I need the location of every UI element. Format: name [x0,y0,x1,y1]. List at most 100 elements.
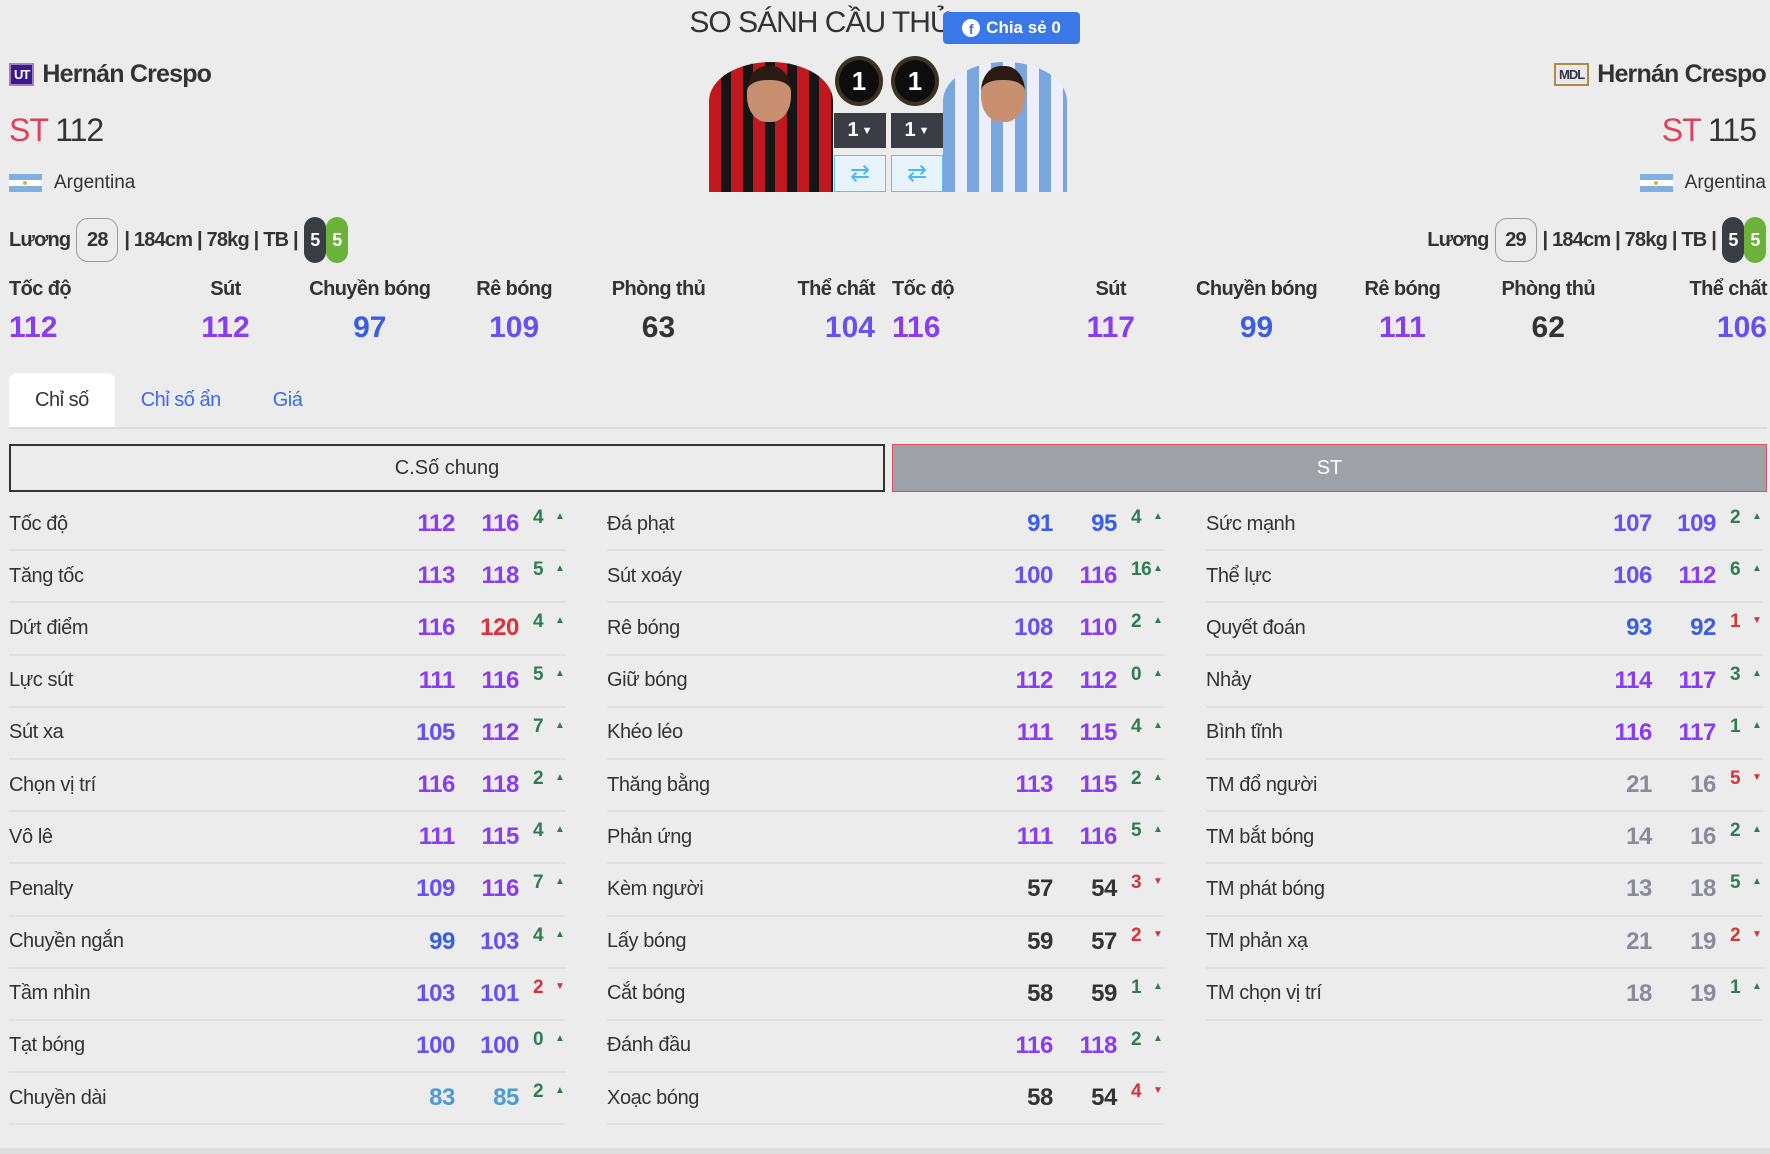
stat-name: Giữ bóng [607,669,688,692]
arrow-down-icon: ▼ [1752,928,1762,940]
stat-diff: 2 [1131,767,1142,789]
stat-diff: 4 [533,820,544,842]
stat-row: TM chọn vị trí 18 19 1 ▲ [1206,969,1763,1021]
summary-label: Rê bóng [476,278,553,300]
stat-diff: 2 [1730,820,1741,842]
ovr: 115 [1707,112,1757,148]
stat-row: Nhảy 114 117 3 ▲ [1206,656,1763,708]
player1-upgrade-dropdown[interactable]: 1 ▼ [834,113,886,148]
player1-photo [709,62,833,192]
player1-stat-value: 21 [1626,927,1652,955]
stat-name: Chọn vị trí [9,773,96,796]
stat-diff: 5 [533,663,544,685]
player1-stat-value: 58 [1027,1084,1053,1112]
share-label: Chia sẻ 0 [986,18,1061,37]
summary-label: Tốc độ [892,278,955,300]
summary-value: 104 [824,311,875,344]
stat-row: Đánh đầu 116 118 2 ▲ [607,1021,1164,1074]
stat-diff: 2 [533,1081,544,1103]
arrow-up-icon: ▲ [1752,876,1762,888]
player1-stat-value: 21 [1626,771,1652,799]
stat-row: Lấy bóng 59 57 2 ▼ [607,917,1164,969]
stats-column-2: Đá phạt 91 95 4 ▲ Sút xoáy 100 116 16 ▲ Rê… [607,499,1164,1126]
tab-price[interactable]: Giá [272,388,303,411]
player2-level-badge: 1 [891,56,939,106]
summary-value: 117 [1086,311,1135,344]
player2-stat-value: 19 [1690,979,1716,1007]
player2-swap-button[interactable]: ⇄ [891,155,943,192]
player2-summary: Tốc độ 116 Sút 117 Chuyền bóng 99 Rê bóng 111 Ph… [892,278,1768,358]
position-stats-button[interactable]: ST [892,444,1767,492]
stat-name: Lấy bóng [607,930,687,953]
salary-badge: 28 [76,218,119,262]
player2-stat-value: 19 [1690,927,1716,955]
player1-info: Lương 28 | 184cm | 78kg | TB | 5 5 [9,217,348,263]
stat-name: TM phản xạ [1206,930,1308,953]
player2-stat-value: 120 [480,614,519,642]
player1-stat-value: 99 [429,927,455,955]
player2-stat-value: 109 [1677,510,1716,538]
stat-row: Phản ứng 111 116 5 ▲ [607,812,1164,865]
arrow-up-icon: ▲ [1153,719,1163,731]
player1-stat-value: 116 [1614,718,1652,746]
summary-value: 109 [489,311,540,344]
arrow-up-icon: ▲ [1153,824,1163,836]
tab-stats[interactable]: Chỉ số [9,373,115,427]
stat-diff: 16 [1131,559,1152,581]
position: ST [9,112,48,148]
player2-rating: ST 115 [1661,112,1757,149]
arrow-up-icon: ▲ [555,928,565,940]
player2-stat-value: 117 [1678,718,1716,746]
stat-row: Sút xoáy 100 116 16 ▲ [607,551,1164,604]
stat-diff: 5 [1730,872,1741,894]
player1-stat-value: 112 [417,510,455,538]
stat-row: TM bắt bóng 14 16 2 ▲ [1206,812,1763,865]
player2-upgrade-dropdown[interactable]: 1 ▼ [891,113,943,148]
position: ST [1661,112,1701,148]
stat-diff: 2 [1131,1028,1142,1050]
player1-stat-value: 116 [1015,1031,1053,1059]
stat-diff: 5 [533,559,544,581]
stat-diff: 5 [1730,767,1741,789]
player2-photo [943,62,1067,192]
scrollbar-track[interactable] [0,1148,1770,1154]
stat-name: Tốc độ [9,512,68,535]
stat-name: TM bắt bóng [1206,825,1314,848]
player1-swap-button[interactable]: ⇄ [834,155,886,192]
page-title: SO SÁNH CẦU THỦ [689,6,951,39]
arrow-up-icon: ▲ [555,876,565,888]
left-foot-icon: 5 [303,217,326,263]
stat-name: TM chọn vị trí [1206,982,1322,1005]
summary-value: 111 [1379,311,1426,344]
stat-name: Phản ứng [607,825,692,848]
arrow-up-icon: ▲ [1153,771,1163,783]
summary-stat: Sút 117 [1038,278,1184,358]
arrow-up-icon: ▲ [555,824,565,836]
stat-row: Chuyền dài 83 85 2 ▲ [9,1073,566,1126]
stat-name: Nhảy [1206,669,1252,692]
stat-row: Sức mạnh 107 109 2 ▲ [1206,499,1763,552]
stat-row: Kèm người 57 54 3 ▼ [607,864,1164,917]
player1-stat-value: 111 [1016,823,1054,851]
player1-stat-value: 113 [417,562,455,590]
player1-stat-value: 111 [1016,718,1054,746]
player2-stat-value: 95 [1091,510,1117,538]
player1-level-badge: 1 [835,56,883,106]
arrow-down-icon: ▼ [1153,876,1163,888]
player1-stat-value: 109 [416,875,455,903]
summary-stat: Chuyền bóng 97 [298,278,442,358]
arrow-up-icon: ▲ [555,615,565,627]
stat-name: Đá phạt [607,512,675,535]
arrow-up-icon: ▲ [555,667,565,679]
player1-stat-value: 108 [1014,614,1053,642]
player1-rating: ST 112 [9,112,104,149]
arrow-up-icon: ▲ [1752,980,1762,992]
summary-value: 97 [353,311,387,344]
tab-hidden-stats[interactable]: Chỉ số ẩn [140,388,222,411]
stats-column-3: Sức mạnh 107 109 2 ▲ Thể lực 106 112 6 ▲ Q… [1206,499,1763,1021]
general-stats-button[interactable]: C.Số chung [9,444,885,492]
player2-country: Argentina [1639,172,1766,194]
share-button[interactable]: f Chia sẻ 0 [943,12,1080,44]
player1-stat-value: 114 [1614,666,1652,694]
stat-row: Tạt bóng 100 100 0 ▲ [9,1021,566,1074]
